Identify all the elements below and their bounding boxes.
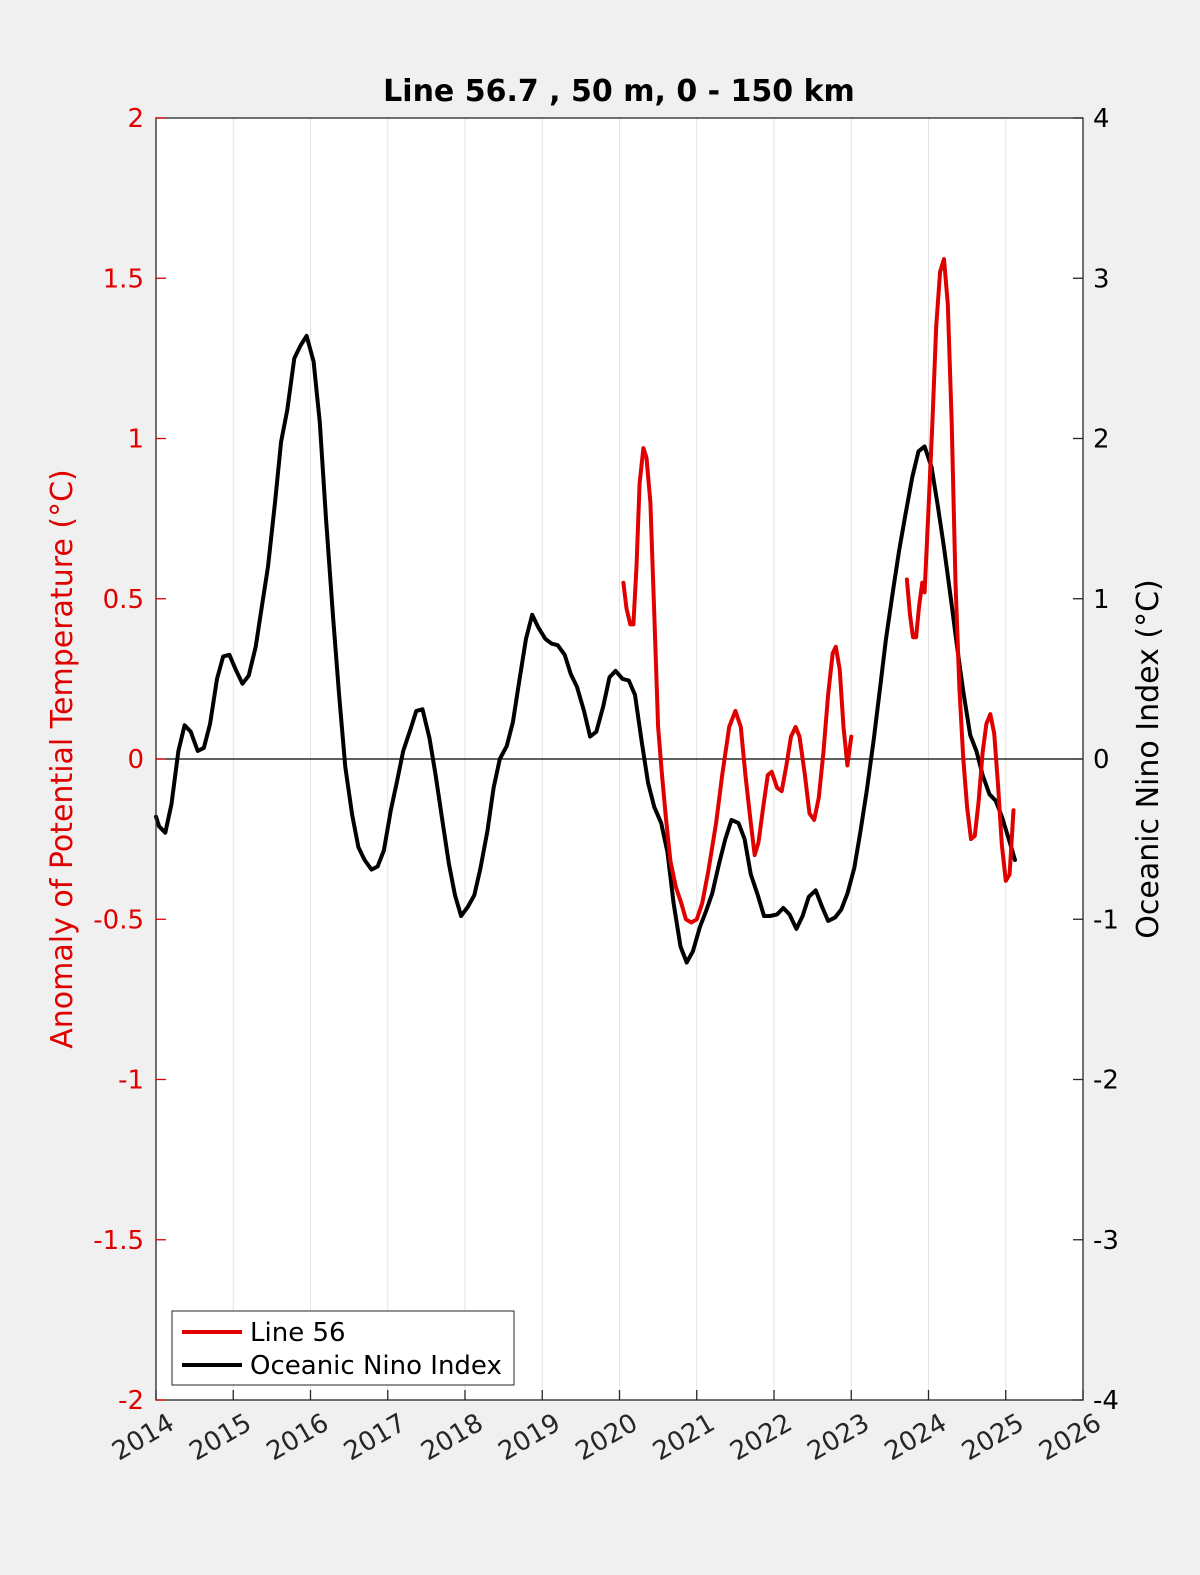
- x-tick-label: 2019: [493, 1408, 565, 1467]
- x-tick-label: 2026: [1034, 1408, 1106, 1467]
- y-axis-label-right: Oceanic Nino Index (°C): [1131, 579, 1166, 939]
- y-right-tick-label: 3: [1093, 264, 1110, 294]
- chart-title: Line 56.7 , 50 m, 0 - 150 km: [383, 74, 855, 109]
- legend: Line 56 Oceanic Nino Index: [171, 1310, 515, 1386]
- y-left-tick-label: 0: [127, 745, 144, 775]
- y-right-tick-label: 2: [1093, 425, 1110, 455]
- y-right-tick-label: 1: [1093, 585, 1110, 615]
- x-tick-label: 2014: [107, 1408, 179, 1467]
- x-tick-label: 2017: [339, 1408, 411, 1467]
- x-tick-label: 2022: [725, 1408, 797, 1467]
- y-axis-label-left: Anomaly of Potential Temperature (°C): [45, 469, 80, 1048]
- y-right-tick-label: -1: [1093, 905, 1119, 935]
- x-tick-label: 2016: [262, 1408, 334, 1467]
- legend-label-oni: Oceanic Nino Index: [250, 1351, 502, 1381]
- x-tick-label: 2024: [880, 1408, 952, 1467]
- x-tick-label: 2025: [957, 1408, 1029, 1467]
- x-tick-label: 2021: [648, 1408, 720, 1467]
- y-left-tick-label: 0.5: [103, 585, 144, 615]
- y-left-tick-label: 2: [127, 104, 144, 134]
- series-line-56-segment-1: [904, 257, 1016, 883]
- y-right-tick-label: 0: [1093, 745, 1110, 775]
- x-tick-label: 2020: [571, 1408, 643, 1467]
- series-oceanic-nino-index-segment-0: [154, 333, 1017, 965]
- x-tick-label: 2023: [802, 1408, 874, 1467]
- y-left-tick-label: 1.5: [103, 264, 144, 294]
- x-tick-label: 2015: [184, 1408, 256, 1467]
- y-left-tick-label: 1: [127, 425, 144, 455]
- y-right-tick-label: -2: [1093, 1066, 1119, 1096]
- legend-box: [171, 1310, 515, 1386]
- y-right-tick-label: -4: [1093, 1386, 1119, 1416]
- y-left-tick-label: -1.5: [93, 1226, 144, 1256]
- x-tick-label: 2018: [416, 1408, 488, 1467]
- y-left-tick-label: -1: [118, 1066, 144, 1096]
- y-left-tick-label: -0.5: [93, 905, 144, 935]
- series-line-56-segment-0: [621, 446, 854, 925]
- legend-label-line-56: Line 56: [250, 1318, 346, 1348]
- y-right-tick-label: 4: [1093, 104, 1110, 134]
- y-right-tick-label: -3: [1093, 1226, 1119, 1256]
- series-layer: [154, 257, 1017, 965]
- y-left-tick-label: -2: [118, 1386, 144, 1416]
